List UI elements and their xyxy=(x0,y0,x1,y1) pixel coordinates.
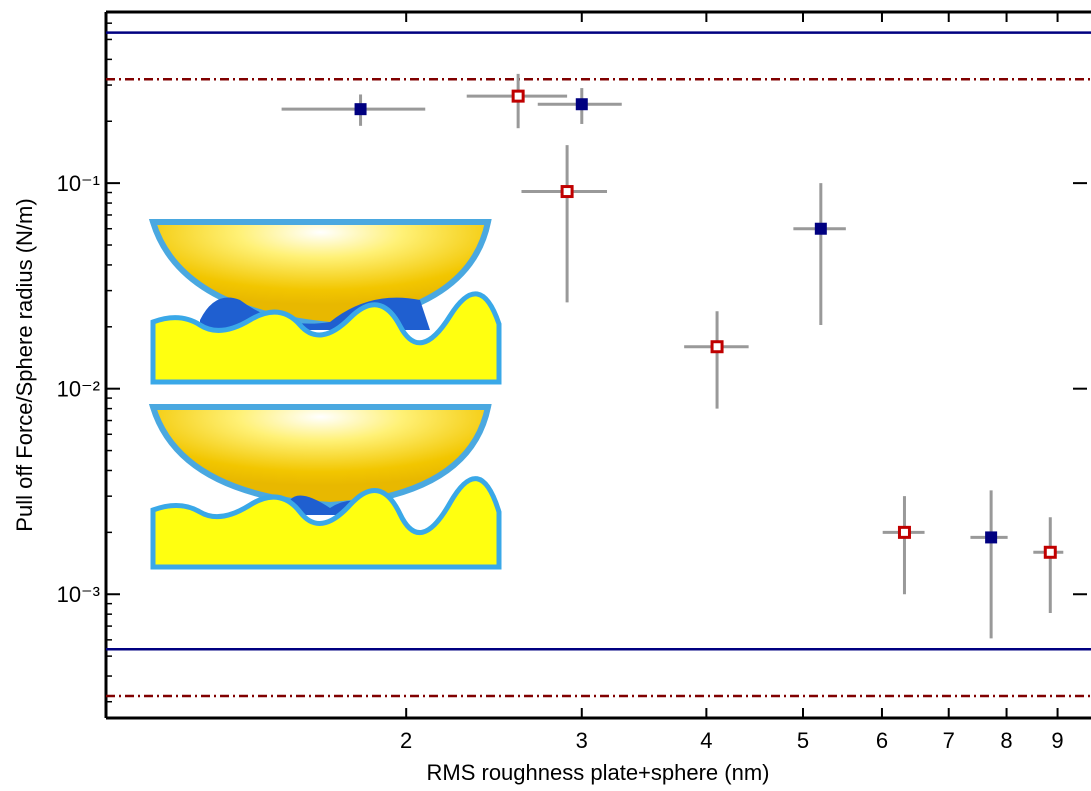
y-tick-label: 10⁻³ xyxy=(57,582,100,607)
x-tick-label: 4 xyxy=(700,728,712,753)
x-tick-label: 3 xyxy=(576,728,588,753)
data-point xyxy=(511,89,525,103)
x-tick-label: 7 xyxy=(943,728,955,753)
plate xyxy=(150,291,502,385)
plate xyxy=(150,476,502,570)
data-point xyxy=(897,525,911,539)
data-point xyxy=(1043,545,1057,559)
data-point xyxy=(710,340,724,354)
data-point xyxy=(985,531,998,544)
x-tick-label: 9 xyxy=(1051,728,1063,753)
data-point xyxy=(575,98,588,111)
data-point xyxy=(560,185,574,199)
x-tick-label: 2 xyxy=(400,728,412,753)
y-tick-label: 10⁻¹ xyxy=(57,171,100,196)
x-axis-label: RMS roughness plate+sphere (nm) xyxy=(427,760,770,785)
x-tick-label: 5 xyxy=(797,728,809,753)
sphere xyxy=(148,404,492,509)
x-tick-label: 6 xyxy=(876,728,888,753)
inset-images xyxy=(148,219,502,570)
x-tick-label: 8 xyxy=(1000,728,1012,753)
y-axis-label: Pull off Force/Sphere radius (N/m) xyxy=(12,198,37,531)
y-tick-label: 10⁻² xyxy=(57,377,100,402)
data-point xyxy=(814,222,827,235)
data-point xyxy=(354,103,367,116)
